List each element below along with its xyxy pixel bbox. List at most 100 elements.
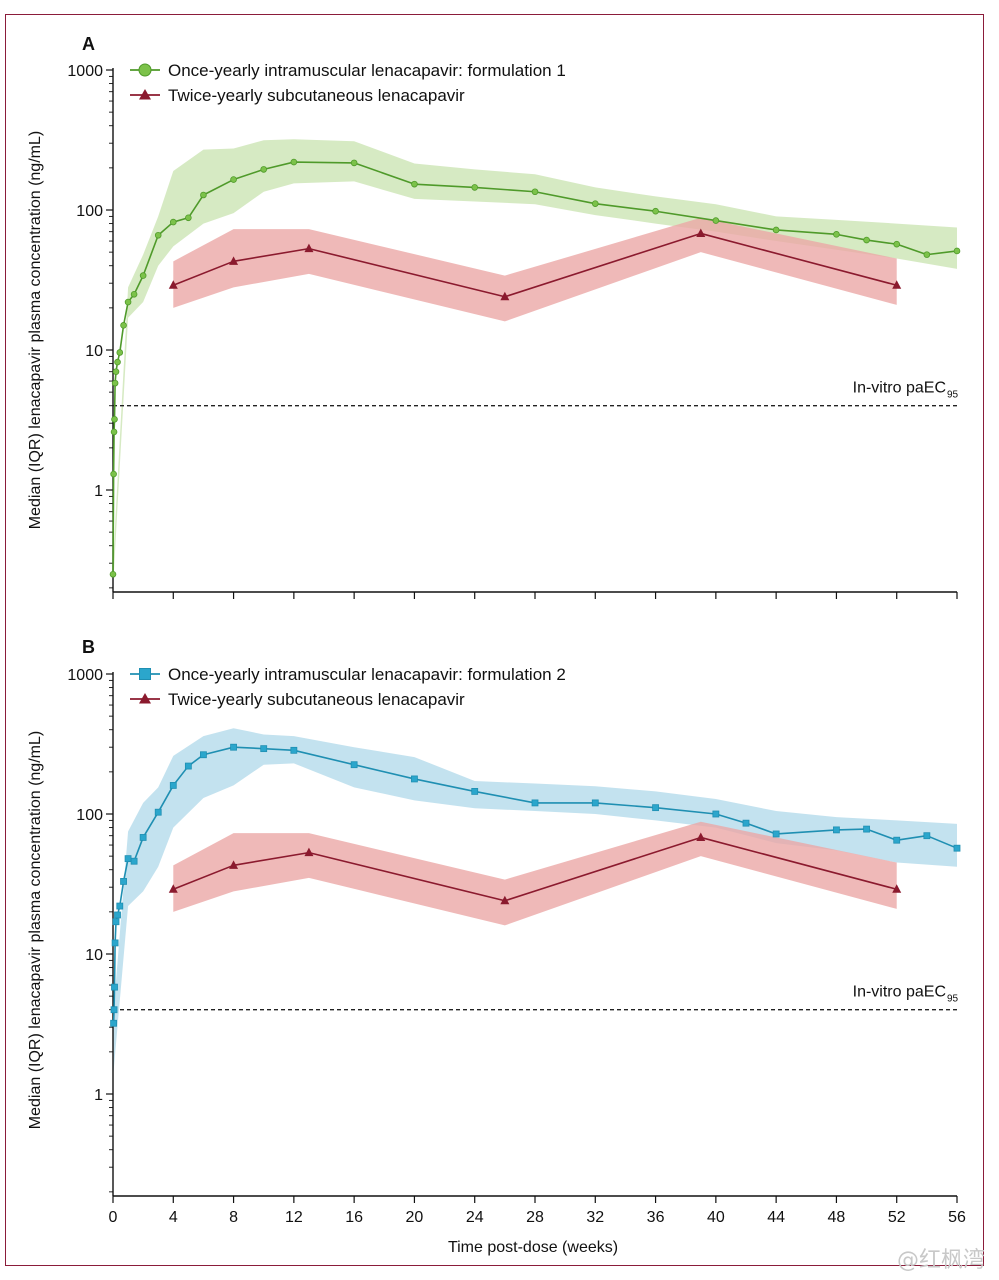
data-point (591, 799, 599, 807)
x-tick-label: 24 (466, 1209, 484, 1226)
paec95-label: In-vitro paEC (853, 984, 946, 1001)
data-point (120, 878, 127, 885)
legend-marker-circle (138, 63, 152, 77)
data-point (114, 358, 121, 366)
data-point (110, 470, 117, 478)
data-point (652, 207, 659, 215)
watermark: @红枫湾 (896, 1248, 985, 1273)
data-point (712, 810, 720, 818)
y-tick-label: 1000 (67, 667, 103, 684)
legend-marker-triangle (139, 89, 151, 100)
x-tick-label: 0 (109, 1209, 118, 1226)
data-point (168, 884, 178, 893)
x-tick-label: 52 (888, 1209, 906, 1226)
data-point (652, 804, 659, 812)
data-point (350, 761, 358, 769)
data-point (471, 184, 479, 191)
data-point (112, 368, 120, 375)
iqr-band-1 (113, 728, 957, 1079)
data-point (139, 834, 147, 841)
chart-panel-A: A 1 10 100 1000 Median (IQR) lenacapavir plas… (27, 34, 961, 599)
y-tick-label: 10 (85, 947, 103, 964)
data-point (290, 158, 298, 166)
x-tick-label: 8 (229, 1209, 238, 1226)
data-point (114, 911, 121, 919)
data-point (120, 322, 127, 329)
legend-marker-square (139, 668, 151, 680)
data-point (863, 236, 870, 244)
data-point (229, 256, 239, 265)
data-point (109, 570, 117, 578)
data-point (110, 1006, 118, 1014)
y-tick-label: 10 (85, 343, 103, 360)
x-axis-label: Time post-dose (weeks) (448, 1239, 618, 1256)
series-line-2 (172, 836, 897, 902)
y-tick-label: 1 (94, 483, 103, 500)
data-point (230, 176, 237, 183)
y-tick-label: 100 (76, 807, 103, 824)
data-point (833, 826, 840, 834)
y-tick-label: 100 (76, 203, 103, 220)
data-point (168, 280, 178, 289)
y-tick-label: 1 (94, 1087, 103, 1104)
x-tick-label: 4 (169, 1209, 178, 1226)
paec95-subscript: 95 (947, 390, 959, 401)
data-point (953, 247, 961, 255)
data-point (200, 751, 207, 759)
x-tick-label: 12 (285, 1209, 303, 1226)
y-axis-label: Median (IQR) lenacapavir plasma concentr… (27, 731, 44, 1129)
legend-label-2: Twice-yearly subcutaneous lenacapavir (168, 690, 465, 709)
x-tick-label: 20 (406, 1209, 424, 1226)
data-point (111, 983, 118, 991)
data-point (772, 830, 780, 838)
data-point (696, 832, 706, 841)
data-point (139, 272, 147, 279)
legend-label-1: Once-yearly intramuscular lenacapavir: f… (168, 665, 566, 684)
data-point (923, 832, 931, 840)
data-point (712, 217, 720, 224)
data-point (742, 819, 750, 827)
panel-letter: A (82, 34, 95, 54)
x-tick-label: 40 (707, 1209, 725, 1226)
y-axis-label: Median (IQR) lenacapavir plasma concentr… (27, 131, 44, 529)
data-point (953, 844, 961, 852)
x-tick-label: 16 (345, 1209, 363, 1226)
legend-marker-triangle (139, 693, 151, 704)
data-point (923, 251, 931, 258)
data-point (892, 280, 902, 289)
data-point (169, 782, 177, 789)
data-point (124, 855, 132, 863)
data-point (411, 180, 418, 188)
data-point (500, 291, 510, 301)
figure-frame (5, 14, 984, 1266)
x-tick-label: 44 (767, 1209, 785, 1226)
panel-letter: B (82, 637, 95, 657)
data-point (304, 847, 314, 857)
data-point (260, 166, 268, 173)
data-point (229, 860, 239, 869)
iqr-band-1 (113, 139, 957, 588)
data-point (591, 200, 599, 207)
paec95-label: In-vitro paEC (853, 380, 946, 397)
y-tick-label: 1000 (67, 63, 103, 80)
data-point (112, 918, 120, 926)
data-point (290, 746, 298, 754)
legend-label-1: Once-yearly intramuscular lenacapavir: f… (168, 61, 566, 80)
legend-label-2: Twice-yearly subcutaneous lenacapavir (168, 86, 465, 105)
data-point (111, 379, 119, 387)
data-point (124, 298, 132, 306)
iqr-band-2 (173, 217, 897, 322)
iqr-band-2 (173, 821, 897, 926)
data-point (110, 428, 118, 436)
data-point (833, 231, 840, 238)
data-point (531, 799, 539, 807)
data-point (110, 1019, 118, 1027)
data-point (863, 825, 870, 833)
data-point (230, 743, 237, 751)
data-point (169, 218, 177, 226)
data-point (893, 240, 901, 248)
data-point (260, 745, 268, 753)
data-point (500, 895, 510, 905)
